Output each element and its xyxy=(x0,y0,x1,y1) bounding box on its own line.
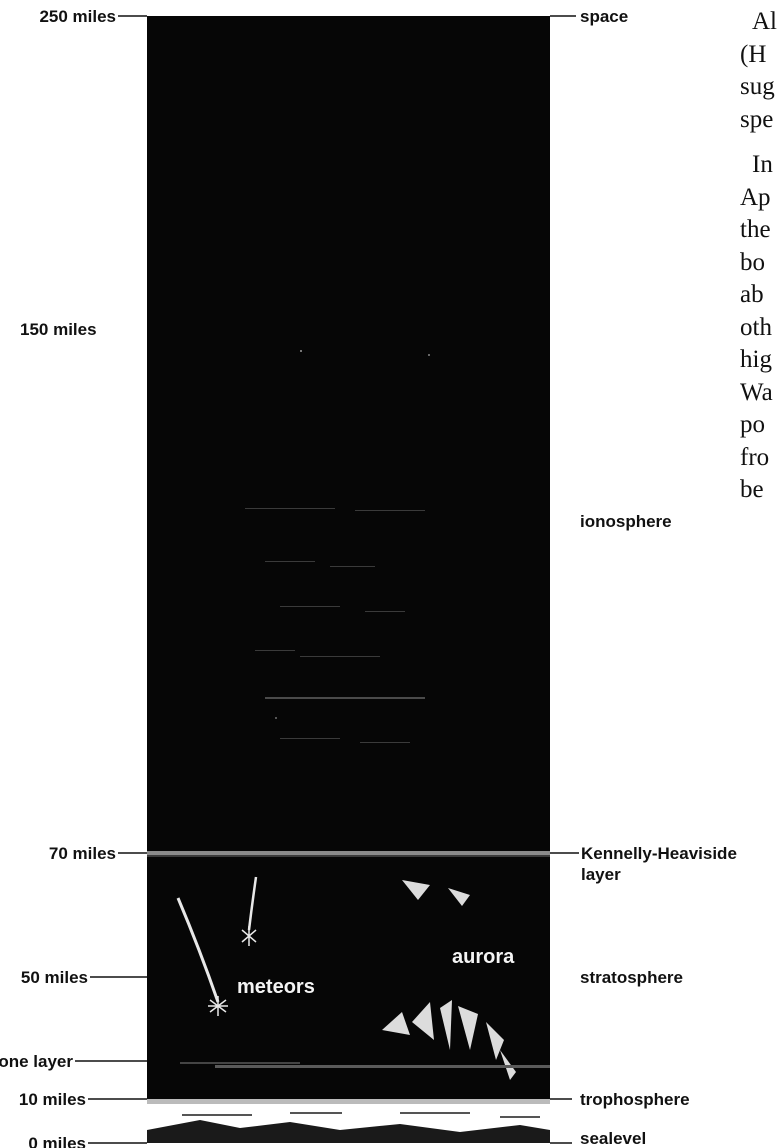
label-stratosphere: stratosphere xyxy=(580,968,683,987)
label-250-miles: 250 miles xyxy=(39,7,116,26)
label-aurora: aurora xyxy=(452,946,515,968)
side-text-paragraph-1: Al (H sug spe xyxy=(740,6,783,136)
side-text-line: bo xyxy=(740,248,765,276)
side-text-line: sug xyxy=(740,73,775,100)
side-text-line: po xyxy=(740,411,765,438)
cloud-illustration xyxy=(182,1112,540,1118)
label-trophosphere: trophosphere xyxy=(580,1090,690,1109)
label-sealevel: sealevel xyxy=(580,1129,646,1148)
ionosphere-speckles xyxy=(245,350,430,743)
label-70-miles: 70 miles xyxy=(49,844,116,863)
ozone-band xyxy=(215,1065,550,1068)
side-text-line: ab xyxy=(740,281,764,308)
side-text-line: oth xyxy=(740,313,772,341)
label-150-miles: 150 miles xyxy=(20,320,97,339)
label-kh-layer: layer xyxy=(581,865,621,884)
meteors-illustration xyxy=(176,876,258,1016)
label-space: space xyxy=(580,7,628,26)
altitude-ticks xyxy=(75,15,147,1144)
side-text-line: fro xyxy=(740,443,770,471)
side-text-line: Al xyxy=(752,8,777,35)
side-text-line: Wa xyxy=(740,378,773,406)
side-text-line: be xyxy=(740,476,764,503)
kennelly-heaviside-band xyxy=(147,851,550,855)
side-text-line: In xyxy=(752,151,773,178)
side-text-line: Ap xyxy=(740,183,771,211)
label-0-miles: 0 miles xyxy=(28,1134,86,1148)
side-text-paragraph-2: In Ap the bo ab oth hig Wa po fro be xyxy=(740,149,783,507)
layer-ticks xyxy=(550,15,579,1144)
atmosphere-column xyxy=(147,16,550,1143)
side-text-line: the xyxy=(740,216,771,243)
label-kennelly-heaviside: Kennelly-Heaviside xyxy=(581,844,737,863)
label-ionosphere: ionosphere xyxy=(580,512,672,531)
side-text-line: spe xyxy=(740,105,774,133)
label-10-miles: 10 miles xyxy=(19,1090,86,1109)
side-text-line: (H xyxy=(740,40,767,68)
label-meteors: meteors xyxy=(237,976,315,998)
label-ozone-layer: ozone layer xyxy=(0,1052,73,1071)
side-text-line: hig xyxy=(740,346,772,373)
terrain-silhouette xyxy=(147,1120,550,1143)
label-50-miles: 50 miles xyxy=(21,968,88,987)
